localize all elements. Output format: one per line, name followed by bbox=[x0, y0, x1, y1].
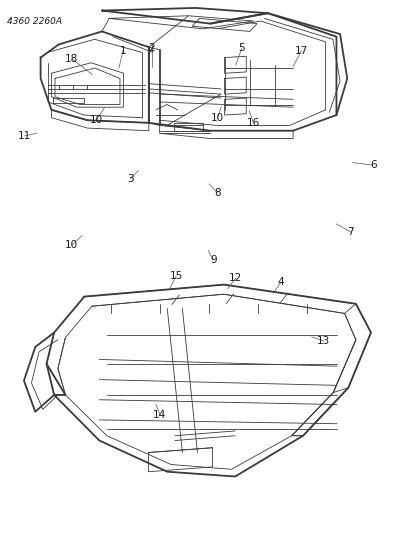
Text: 18: 18 bbox=[65, 54, 78, 63]
Text: 2: 2 bbox=[148, 43, 155, 53]
Text: 6: 6 bbox=[369, 160, 375, 170]
Text: 8: 8 bbox=[213, 188, 220, 198]
Text: 9: 9 bbox=[209, 255, 216, 265]
Text: 11: 11 bbox=[18, 131, 31, 141]
Text: 4360 2260A: 4360 2260A bbox=[7, 17, 62, 26]
Text: 3: 3 bbox=[127, 174, 133, 183]
Text: 16: 16 bbox=[246, 118, 259, 127]
Text: 10: 10 bbox=[90, 115, 103, 125]
Text: 7: 7 bbox=[346, 227, 353, 237]
Text: 14: 14 bbox=[153, 410, 166, 419]
Text: 10: 10 bbox=[210, 114, 223, 123]
Text: 13: 13 bbox=[317, 336, 330, 346]
Text: 4: 4 bbox=[277, 278, 283, 287]
Text: 15: 15 bbox=[169, 271, 182, 281]
Text: 17: 17 bbox=[294, 46, 307, 55]
Text: 5: 5 bbox=[238, 43, 245, 53]
Text: 12: 12 bbox=[229, 273, 242, 283]
Text: 1: 1 bbox=[119, 46, 126, 55]
Text: 10: 10 bbox=[65, 240, 78, 250]
